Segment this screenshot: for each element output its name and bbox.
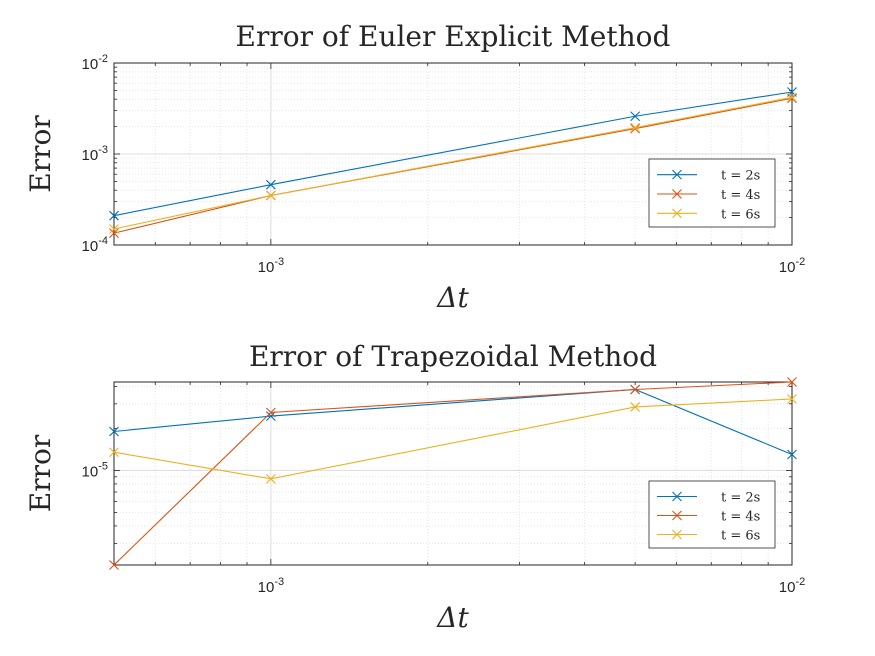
legend-label: t = 2s: [721, 169, 760, 184]
series-3: [109, 92, 797, 234]
legend-box: [648, 480, 776, 549]
x-tick-label: 10-3: [258, 256, 284, 276]
series-line: [113, 388, 793, 456]
series-line: [113, 91, 793, 217]
legend: t = 2s t = 4s t = 6s: [648, 158, 776, 228]
legend-label: t = 2s: [721, 491, 760, 506]
legend-marker: [672, 529, 682, 540]
chart-title: Error of Euler Explicit Method: [236, 20, 671, 53]
legend-marker: [672, 491, 682, 502]
series-1: [109, 87, 797, 221]
data-point-marker: [265, 179, 276, 190]
axes-box: [113, 381, 793, 566]
data-point-marker: [265, 190, 276, 201]
y-tick-label: 10-5: [82, 460, 108, 480]
legend-label: t = 4s: [721, 510, 760, 525]
data-point-marker: [265, 411, 276, 421]
data-point-marker: [630, 402, 641, 412]
data-point-marker: [787, 92, 797, 103]
data-point-marker: [265, 473, 276, 484]
series-line: [113, 381, 793, 566]
x-axis-label: Δt: [436, 281, 469, 314]
chart-1: 10-3 10-2 10-4 10-3 10-2 Error of Euler Expli…: [24, 20, 805, 314]
data-point-marker: [109, 426, 119, 437]
legend-marker: [672, 208, 682, 219]
data-point-marker: [787, 449, 797, 460]
y-axis-label: Error: [24, 434, 57, 512]
x-axis-label: Δt: [436, 601, 469, 634]
y-tick-label: 10-2: [82, 53, 108, 73]
x-tick-label: 10-2: [779, 256, 805, 276]
legend: t = 2s t = 4s t = 6s: [648, 480, 776, 549]
data-point-marker: [265, 407, 276, 418]
data-point-marker: [787, 394, 797, 404]
data-point-marker: [630, 111, 641, 122]
series-line: [113, 96, 793, 230]
legend-marker: [672, 169, 682, 180]
data-point-marker: [787, 93, 797, 104]
data-point-marker: [109, 447, 119, 458]
y-tick-label: 10-4: [82, 235, 108, 255]
series-line: [113, 398, 793, 480]
series-3: [109, 394, 797, 484]
legend-marker: [672, 510, 682, 521]
series-2: [109, 377, 797, 570]
data-point-marker: [109, 224, 119, 234]
data-point-marker: [630, 123, 641, 134]
legend-label: t = 4s: [721, 188, 760, 203]
data-point-marker: [787, 377, 797, 387]
x-tick-label: 10-3: [258, 576, 284, 596]
data-point-marker: [109, 228, 119, 239]
chart-title: Error of Trapezoidal Method: [249, 340, 657, 373]
y-tick-label: 10-3: [82, 144, 108, 164]
legend-marker: [672, 189, 682, 199]
data-point-marker: [630, 384, 641, 395]
x-tick-label: 10-2: [779, 576, 805, 596]
legend-box: [648, 158, 776, 228]
legend-label: t = 6s: [721, 207, 760, 222]
data-point-marker: [630, 122, 641, 133]
chart-2: 10-3 10-2 10-5 Error of Trapezoidal Method Δ…: [24, 340, 805, 634]
data-point-marker: [109, 210, 119, 221]
data-point-marker: [109, 560, 119, 570]
axes-box: [113, 62, 793, 246]
legend-label: t = 6s: [721, 529, 760, 544]
y-axis-label: Error: [24, 115, 57, 193]
